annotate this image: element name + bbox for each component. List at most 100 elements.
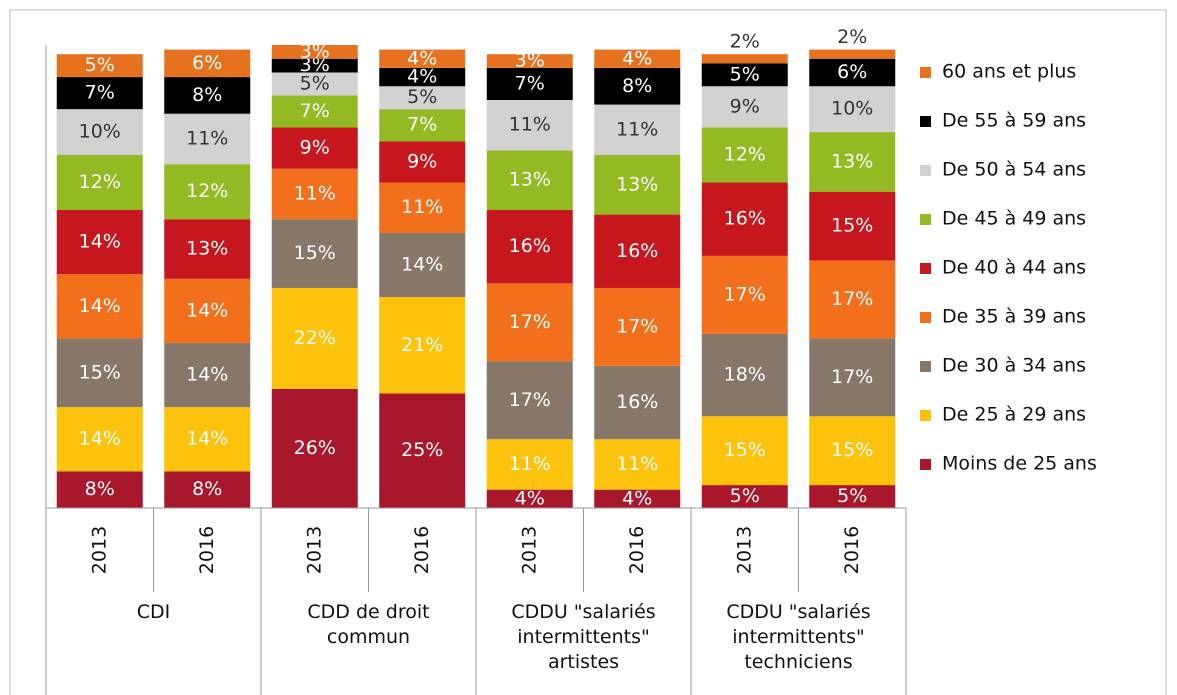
x-tick-label: 2016 bbox=[411, 526, 433, 574]
legend-label: Moins de 25 ans bbox=[942, 453, 1097, 475]
legend-label: De 45 à 49 ans bbox=[942, 208, 1086, 230]
value-label: 7% bbox=[85, 82, 115, 104]
bar-segment bbox=[271, 168, 358, 220]
bar-segment bbox=[164, 278, 251, 343]
legend-swatch bbox=[920, 410, 931, 421]
value-label: 3% bbox=[300, 54, 330, 76]
value-label: 25% bbox=[401, 439, 443, 461]
bar-segment bbox=[271, 388, 358, 508]
value-label: 11% bbox=[616, 118, 658, 140]
bar-segment bbox=[56, 77, 143, 110]
value-label: 3% bbox=[515, 50, 545, 72]
value-label: 16% bbox=[724, 208, 766, 230]
bar-segment bbox=[594, 104, 681, 156]
bar-segment bbox=[379, 67, 466, 87]
bar-segment bbox=[701, 182, 788, 256]
bar-segment bbox=[594, 214, 681, 288]
value-label: 22% bbox=[294, 327, 336, 349]
value-label: 11% bbox=[509, 453, 551, 475]
bar-segment bbox=[164, 471, 251, 508]
legend-label: De 55 à 59 ans bbox=[942, 110, 1086, 132]
bar-segment bbox=[809, 58, 896, 87]
bar-segment bbox=[594, 155, 681, 215]
bar-segment bbox=[379, 393, 466, 508]
x-tick-label: 2016 bbox=[841, 526, 863, 574]
legend-label: De 25 à 29 ans bbox=[942, 404, 1086, 426]
value-label: 17% bbox=[724, 283, 766, 305]
bar-segment bbox=[701, 485, 788, 508]
value-label: 11% bbox=[401, 196, 443, 218]
value-label: 5% bbox=[730, 63, 760, 85]
bar-segment bbox=[594, 365, 681, 440]
value-label: 4% bbox=[407, 66, 437, 88]
bar-segment bbox=[164, 77, 251, 114]
bar-segment bbox=[486, 100, 573, 151]
bar-segment bbox=[379, 297, 466, 394]
value-label: 17% bbox=[831, 288, 873, 310]
value-label: 4% bbox=[622, 47, 652, 69]
x-tick-label: 2013 bbox=[88, 526, 110, 574]
bar-segment bbox=[379, 109, 466, 142]
legend-swatch bbox=[920, 67, 931, 78]
bar-segment bbox=[701, 416, 788, 486]
value-label: 3% bbox=[300, 40, 330, 62]
value-label: 11% bbox=[294, 182, 336, 204]
value-label: 5% bbox=[407, 86, 437, 108]
value-label: 18% bbox=[724, 364, 766, 386]
group-label: CDDU "salariés intermittents" artistes bbox=[511, 601, 656, 673]
bar-segment bbox=[56, 407, 143, 472]
value-label: 17% bbox=[616, 315, 658, 337]
bar-segment bbox=[809, 485, 896, 508]
bar-segment bbox=[486, 439, 573, 490]
legend-label: De 30 à 34 ans bbox=[942, 355, 1086, 377]
value-label: 15% bbox=[724, 439, 766, 461]
value-label: 15% bbox=[831, 439, 873, 461]
bar-segment bbox=[164, 407, 251, 472]
bar-segment bbox=[594, 489, 681, 508]
value-label: 14% bbox=[186, 428, 228, 450]
group-label: CDD de droit commun bbox=[307, 601, 430, 648]
legend-swatch bbox=[920, 312, 931, 323]
value-label: 8% bbox=[192, 478, 222, 500]
bar-segment bbox=[271, 45, 358, 59]
value-label: 11% bbox=[509, 114, 551, 136]
bar-segment bbox=[56, 471, 143, 508]
bar-segment bbox=[486, 67, 573, 101]
bar-segment bbox=[164, 113, 251, 165]
bar-segment bbox=[486, 361, 573, 440]
bar-segment bbox=[271, 287, 358, 389]
value-label: 13% bbox=[831, 150, 873, 172]
bar-segment bbox=[486, 283, 573, 362]
legend-label: De 40 à 44 ans bbox=[942, 257, 1086, 279]
legend-swatch bbox=[920, 116, 931, 127]
value-label: 5% bbox=[85, 54, 115, 76]
value-label: 8% bbox=[622, 75, 652, 97]
bar-segment bbox=[164, 342, 251, 408]
value-label: 10% bbox=[79, 121, 121, 143]
bar-segment bbox=[379, 232, 466, 298]
value-label: 21% bbox=[401, 334, 443, 356]
value-label: 14% bbox=[79, 231, 121, 253]
bar-segment bbox=[701, 255, 788, 334]
value-label: 12% bbox=[186, 180, 228, 202]
bar-segment bbox=[701, 333, 788, 417]
bar-segment bbox=[809, 49, 896, 59]
legend-swatch bbox=[920, 263, 931, 274]
value-label: 11% bbox=[186, 127, 228, 149]
value-label: 9% bbox=[730, 95, 760, 117]
bar-segment bbox=[809, 338, 896, 417]
value-label: 15% bbox=[831, 215, 873, 237]
bar-segment bbox=[271, 72, 358, 96]
bar-segment bbox=[271, 219, 358, 288]
bar-segment bbox=[809, 260, 896, 339]
bar-segment bbox=[701, 127, 788, 183]
value-label: 4% bbox=[622, 487, 652, 509]
value-label: 13% bbox=[509, 169, 551, 191]
value-label: 9% bbox=[407, 150, 437, 172]
value-label: 15% bbox=[79, 361, 121, 383]
value-label: 7% bbox=[515, 72, 545, 94]
value-label: 6% bbox=[192, 52, 222, 74]
value-label: 16% bbox=[616, 240, 658, 262]
bar-segment bbox=[594, 49, 681, 68]
